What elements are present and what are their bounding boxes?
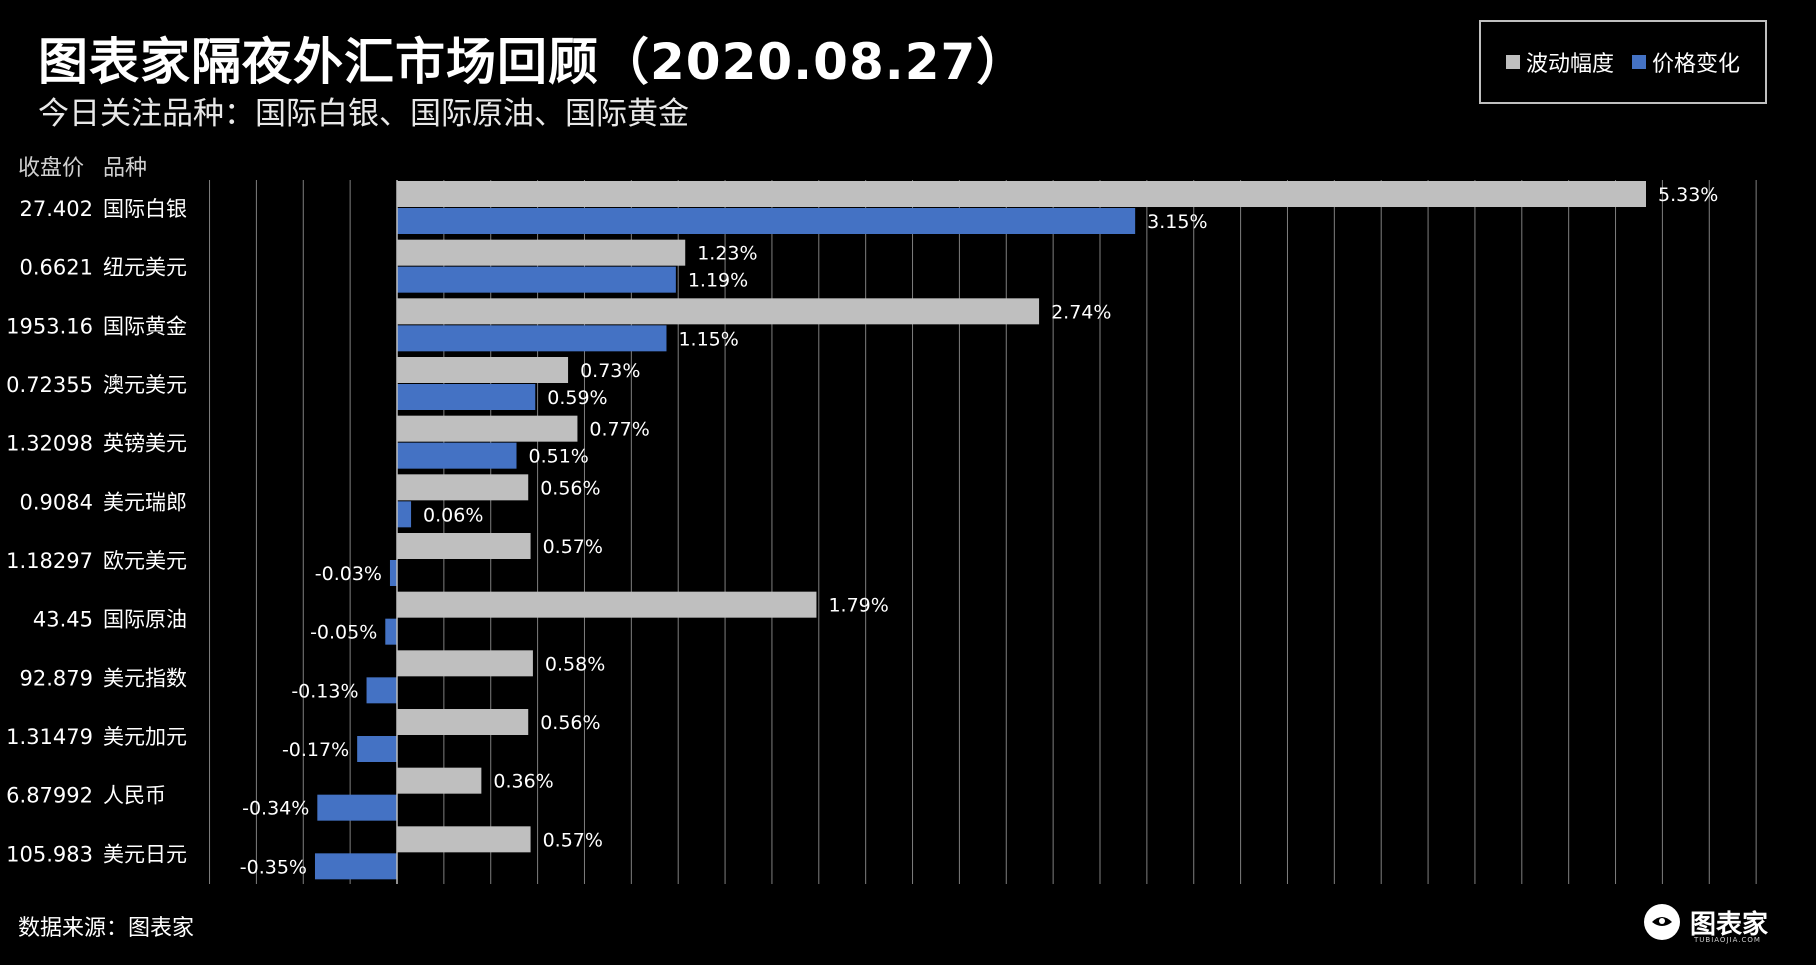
close-price-label: 27.402 xyxy=(20,197,93,221)
category-label: 英镑美元 xyxy=(103,432,187,456)
legend-item-range: 波动幅度 xyxy=(1505,46,1614,78)
category-label: 澳元美元 xyxy=(103,373,187,397)
category-label: 美元瑞郎 xyxy=(103,490,187,514)
range-bar xyxy=(397,415,578,442)
category-label: 国际原油 xyxy=(103,608,187,632)
change-bar xyxy=(397,501,412,528)
range-bar xyxy=(397,591,817,618)
range-value-label: 0.58% xyxy=(545,653,605,675)
category-label: 美元加元 xyxy=(103,725,187,749)
category-label: 国际白银 xyxy=(103,197,187,221)
category-label: 国际黄金 xyxy=(103,314,187,338)
change-bar xyxy=(397,384,536,410)
category-label: 欧元美元 xyxy=(103,549,187,573)
change-bar xyxy=(397,442,517,469)
close-price-label: 105.983 xyxy=(6,842,93,866)
legend-swatch-range xyxy=(1505,55,1520,69)
close-price-label: 92.879 xyxy=(20,666,93,690)
category-label: 美元日元 xyxy=(103,842,187,866)
change-bar xyxy=(397,208,1136,234)
range-bar xyxy=(397,181,1646,207)
close-price-label: 1.31479 xyxy=(6,725,93,749)
change-value-label: -0.34% xyxy=(242,798,309,820)
change-bar xyxy=(317,794,397,821)
legend-label-change: 价格变化 xyxy=(1652,52,1741,77)
brand-logo: 图表家 TUBIAOJIA.COM xyxy=(1640,902,1769,944)
close-price-label: 1.32098 xyxy=(6,432,93,456)
category-label: 纽元美元 xyxy=(103,256,187,280)
change-value-label: 3.15% xyxy=(1147,211,1207,233)
range-bar xyxy=(397,357,569,383)
change-value-label: -0.17% xyxy=(282,739,349,761)
range-bar xyxy=(397,767,482,794)
legend-item-change: 价格变化 xyxy=(1632,46,1740,78)
column-header-name: 品种 xyxy=(103,156,148,181)
range-bar xyxy=(397,650,533,677)
range-value-label: 0.73% xyxy=(580,360,640,382)
chart-subtitle: 今日关注品种：国际白银、国际原油、国际黄金 xyxy=(38,96,689,132)
change-bar xyxy=(314,853,397,880)
logo-head-icon xyxy=(1644,904,1680,940)
category-label: 人民币 xyxy=(103,784,166,808)
range-bar xyxy=(397,709,529,735)
change-value-label: -0.35% xyxy=(240,856,307,878)
close-price-label: 0.6621 xyxy=(20,256,93,280)
change-bar xyxy=(357,736,397,762)
change-value-label: 1.19% xyxy=(688,270,748,292)
logo-text: 图表家 xyxy=(1690,909,1769,940)
data-source: 数据来源：图表家 xyxy=(18,916,195,941)
range-value-label: 1.23% xyxy=(697,243,757,265)
range-bar xyxy=(397,239,686,266)
change-bar xyxy=(366,677,397,704)
legend-swatch-change xyxy=(1632,55,1646,69)
change-value-label: -0.13% xyxy=(291,680,358,702)
change-bar xyxy=(389,560,397,586)
close-price-label: 0.9084 xyxy=(20,490,93,514)
change-bar xyxy=(397,266,676,293)
range-value-label: 0.77% xyxy=(589,419,649,441)
range-value-label: 0.36% xyxy=(493,771,553,793)
close-price-label: 1.18297 xyxy=(6,549,93,573)
range-value-label: 2.74% xyxy=(1051,301,1111,323)
range-bar xyxy=(397,474,529,501)
change-value-label: 0.06% xyxy=(423,504,483,526)
change-bar xyxy=(397,325,667,352)
category-label: 美元指数 xyxy=(103,666,187,690)
column-header-price: 收盘价 xyxy=(18,156,85,181)
change-value-label: -0.05% xyxy=(310,622,377,644)
chart-title: 图表家隔夜外汇市场回顾（2020.08.27） xyxy=(38,33,1028,91)
close-price-label: 0.72355 xyxy=(6,373,93,397)
range-bar xyxy=(397,298,1040,325)
range-value-label: 5.33% xyxy=(1658,184,1718,206)
range-value-label: 0.56% xyxy=(540,477,600,499)
range-value-label: 1.79% xyxy=(828,595,888,617)
change-value-label: -0.03% xyxy=(315,563,382,585)
logo-subtext: TUBIAOJIA.COM xyxy=(1694,936,1761,944)
close-price-label: 43.45 xyxy=(33,608,93,632)
bar-chart: 27.402 国际白银 5.33% 3.15% 0.6621 纽元美元 1.23% 1.19%… xyxy=(6,180,1757,884)
range-value-label: 0.56% xyxy=(540,712,600,734)
range-bar xyxy=(397,533,531,559)
legend: 波动幅度 价格变化 xyxy=(1479,20,1767,104)
range-bar xyxy=(397,826,531,853)
change-value-label: 0.51% xyxy=(529,446,589,468)
close-price-label: 1953.16 xyxy=(6,314,93,338)
change-value-label: 0.59% xyxy=(547,387,607,409)
range-value-label: 0.57% xyxy=(543,829,603,851)
change-bar xyxy=(385,618,397,645)
range-value-label: 0.57% xyxy=(543,536,603,558)
change-value-label: 1.15% xyxy=(678,328,738,350)
legend-label-range: 波动幅度 xyxy=(1525,52,1614,77)
close-price-label: 6.87992 xyxy=(6,784,93,808)
